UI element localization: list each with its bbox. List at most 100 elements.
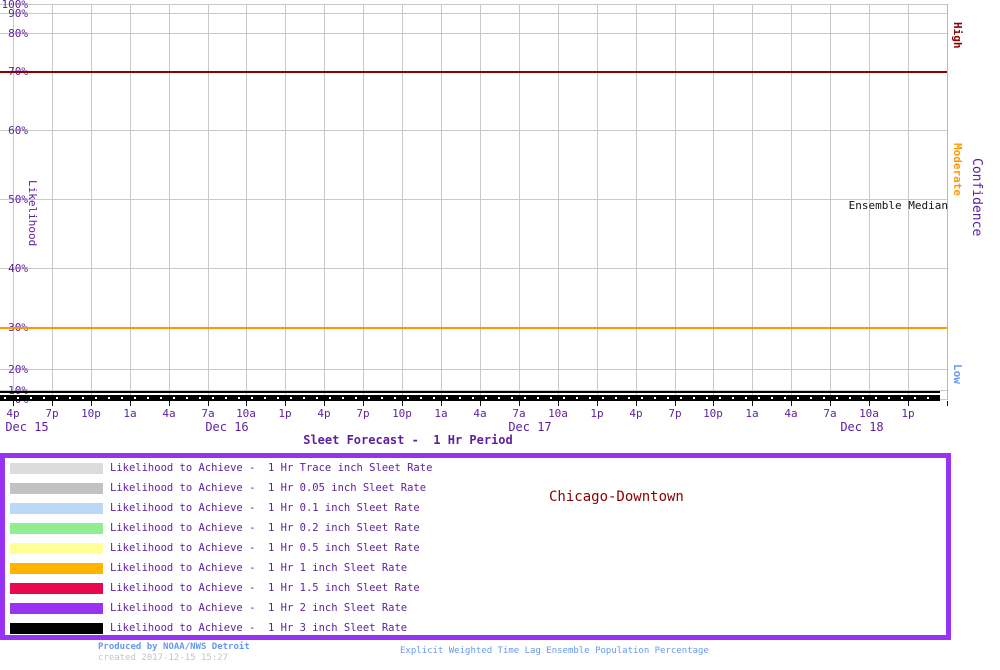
horizontal-gridline (0, 33, 947, 34)
vertical-gridline (830, 4, 831, 400)
x-tick-label: 1a (434, 407, 448, 420)
vertical-gridline (597, 4, 598, 400)
legend-item: Likelihood to Achieve - 1 Hr Trace inch … (5, 460, 946, 480)
legend-item: Likelihood to Achieve - 1 Hr 2 inch Slee… (5, 600, 946, 620)
x-tick-label: 4a (473, 407, 487, 420)
x-tick-label: 7a (512, 407, 526, 420)
legend-item-label: Likelihood to Achieve - 1 Hr 0.2 inch Sl… (110, 522, 420, 534)
x-tick-label: 10a (859, 407, 879, 420)
vertical-gridline (675, 4, 676, 400)
footer-method-label: Explicit Weighted Time Lag Ensemble Popu… (400, 646, 709, 656)
horizontal-gridline (0, 13, 947, 14)
vertical-gridline (519, 4, 520, 400)
vertical-gridline (13, 4, 14, 400)
x-axis-tick (791, 401, 792, 406)
x-tick-label: 1p (278, 407, 292, 420)
legend-item: Likelihood to Achieve - 1 Hr 0.5 inch Sl… (5, 540, 946, 560)
legend-swatch (10, 523, 103, 534)
legend-item: Likelihood to Achieve - 1 Hr 0.05 inch S… (5, 480, 946, 500)
vertical-gridline (636, 4, 637, 400)
x-axis-tick (636, 401, 637, 406)
x-axis-tick (208, 401, 209, 406)
x-axis-tick (402, 401, 403, 406)
x-tick-label: 4a (162, 407, 176, 420)
vertical-gridline (441, 4, 442, 400)
vertical-gridline (558, 4, 559, 400)
legend-item-label: Likelihood to Achieve - 1 Hr 0.05 inch S… (110, 482, 427, 494)
legend-item: Likelihood to Achieve - 1 Hr 1 inch Slee… (5, 560, 946, 580)
legend-item: Likelihood to Achieve - 1 Hr 0.2 inch Sl… (5, 520, 946, 540)
x-tick-label: 4a (784, 407, 798, 420)
x-axis-tick (480, 401, 481, 406)
vertical-gridline (130, 4, 131, 400)
y-tick-label: 80% (8, 27, 28, 40)
x-tick-label: 1a (123, 407, 137, 420)
x-axis-tick (908, 401, 909, 406)
x-axis-tick (713, 401, 714, 406)
vertical-gridline (869, 4, 870, 400)
x-tick-label: 1p (590, 407, 604, 420)
x-tick-label: 7p (45, 407, 59, 420)
chart-title: Sleet Forecast - 1 Hr Period (303, 433, 513, 447)
ensemble-median-label: Ensemble Median (848, 199, 948, 212)
vertical-gridline (285, 4, 286, 400)
legend-swatch (10, 623, 103, 634)
x-tick-label: 10p (392, 407, 412, 420)
legend-item-label: Likelihood to Achieve - 1 Hr 1.5 inch Sl… (110, 582, 420, 594)
legend-item: Likelihood to Achieve - 1 Hr 1.5 inch Sl… (5, 580, 946, 600)
legend-item-label: Likelihood to Achieve - 1 Hr 3 inch Slee… (110, 622, 408, 634)
legend-item-label: Likelihood to Achieve - 1 Hr Trace inch … (110, 462, 433, 474)
horizontal-gridline (0, 4, 947, 5)
x-axis-tick (169, 401, 170, 406)
vertical-gridline (324, 4, 325, 400)
x-axis-tick (752, 401, 753, 406)
legend-item-label: Likelihood to Achieve - 1 Hr 0.1 inch Sl… (110, 502, 420, 514)
legend-item: Likelihood to Achieve - 1 Hr 0.1 inch Sl… (5, 500, 946, 520)
legend-item-label: Likelihood to Achieve - 1 Hr 0.5 inch Sl… (110, 542, 420, 554)
x-tick-label: 10a (236, 407, 256, 420)
x-tick-label: 4p (317, 407, 331, 420)
legend-item-label: Likelihood to Achieve - 1 Hr 2 inch Slee… (110, 602, 408, 614)
x-tick-label: 4p (629, 407, 643, 420)
vertical-gridline (908, 4, 909, 400)
vertical-gridline (246, 4, 247, 400)
x-tick-label: 7p (668, 407, 682, 420)
reference-line-30% (0, 327, 947, 329)
y-tick-label: 10% (0, 385, 28, 396)
x-axis-tick (52, 401, 53, 406)
x-axis-tick (285, 401, 286, 406)
location-label: Chicago-Downtown (549, 489, 684, 505)
legend-box: Likelihood to Achieve - 1 Hr Trace inch … (0, 453, 951, 640)
y-tick-label: 90% (8, 7, 28, 20)
x-axis-tick (675, 401, 676, 406)
x-tick-label: 7a (201, 407, 215, 420)
legend-item-label: Likelihood to Achieve - 1 Hr 1 inch Slee… (110, 562, 408, 574)
ensemble-median-line (0, 395, 940, 401)
x-tick-label: 4p (6, 407, 20, 420)
horizontal-gridline (0, 199, 947, 200)
x-axis-tick (869, 401, 870, 406)
legend-swatch (10, 603, 103, 614)
legend-swatch (10, 543, 103, 554)
plot-area: 4p 7p 10p 1a 4a 7a 10a 1p 4p 7p 10p 1a 4a 7a 10a 1p 4p 7p… (0, 0, 948, 434)
x-axis-tick (91, 401, 92, 406)
x-tick-label: 1p (901, 407, 915, 420)
vertical-gridline (52, 4, 53, 400)
x-axis-tick (519, 401, 520, 406)
x-axis-tick (13, 401, 14, 406)
x-tick-label: 10p (81, 407, 101, 420)
horizontal-gridline (0, 390, 947, 391)
x-axis-tick (363, 401, 364, 406)
x-axis-tick (558, 401, 559, 406)
median-line-thin (0, 391, 940, 393)
legend-swatch (10, 563, 103, 574)
y-tick-label: 100% (1, 0, 29, 11)
y-tick-label: 40% (8, 262, 28, 275)
horizontal-gridline (0, 130, 947, 131)
x-date-label: Dec 15 (5, 420, 49, 434)
vertical-gridline (791, 4, 792, 400)
x-axis-tick (830, 401, 831, 406)
footer-produced-by: Produced by NOAA/NWS Detroit (98, 642, 250, 652)
reference-line-70% (0, 71, 947, 73)
horizontal-gridline (0, 268, 947, 269)
